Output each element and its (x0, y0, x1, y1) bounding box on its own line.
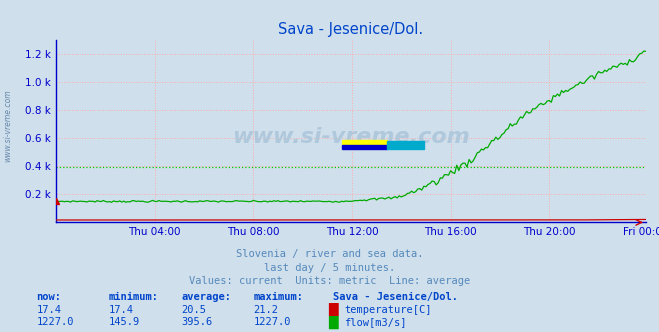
Bar (341, 140, 387, 145)
Text: 17.4: 17.4 (109, 305, 134, 315)
Title: Sava - Jesenice/Dol.: Sava - Jesenice/Dol. (278, 22, 424, 37)
Text: 395.6: 395.6 (181, 317, 212, 327)
Text: flow[m3/s]: flow[m3/s] (344, 317, 407, 327)
Text: Values: current  Units: metric  Line: average: Values: current Units: metric Line: aver… (189, 276, 470, 286)
Text: █: █ (328, 315, 338, 329)
Text: average:: average: (181, 292, 231, 302)
Text: now:: now: (36, 292, 61, 302)
Text: 20.5: 20.5 (181, 305, 206, 315)
Text: 21.2: 21.2 (254, 305, 279, 315)
Text: 17.4: 17.4 (36, 305, 61, 315)
Text: 1227.0: 1227.0 (254, 317, 291, 327)
Bar (341, 145, 387, 149)
Text: █: █ (328, 303, 338, 316)
Text: maximum:: maximum: (254, 292, 304, 302)
Text: 1227.0: 1227.0 (36, 317, 74, 327)
Text: Slovenia / river and sea data.: Slovenia / river and sea data. (236, 249, 423, 259)
Bar (387, 141, 424, 149)
Text: www.si-vreme.com: www.si-vreme.com (3, 90, 13, 162)
Text: 145.9: 145.9 (109, 317, 140, 327)
Text: www.si-vreme.com: www.si-vreme.com (232, 126, 470, 147)
Text: temperature[C]: temperature[C] (344, 305, 432, 315)
Text: minimum:: minimum: (109, 292, 159, 302)
Text: last day / 5 minutes.: last day / 5 minutes. (264, 263, 395, 273)
Text: Sava - Jesenice/Dol.: Sava - Jesenice/Dol. (333, 292, 458, 302)
